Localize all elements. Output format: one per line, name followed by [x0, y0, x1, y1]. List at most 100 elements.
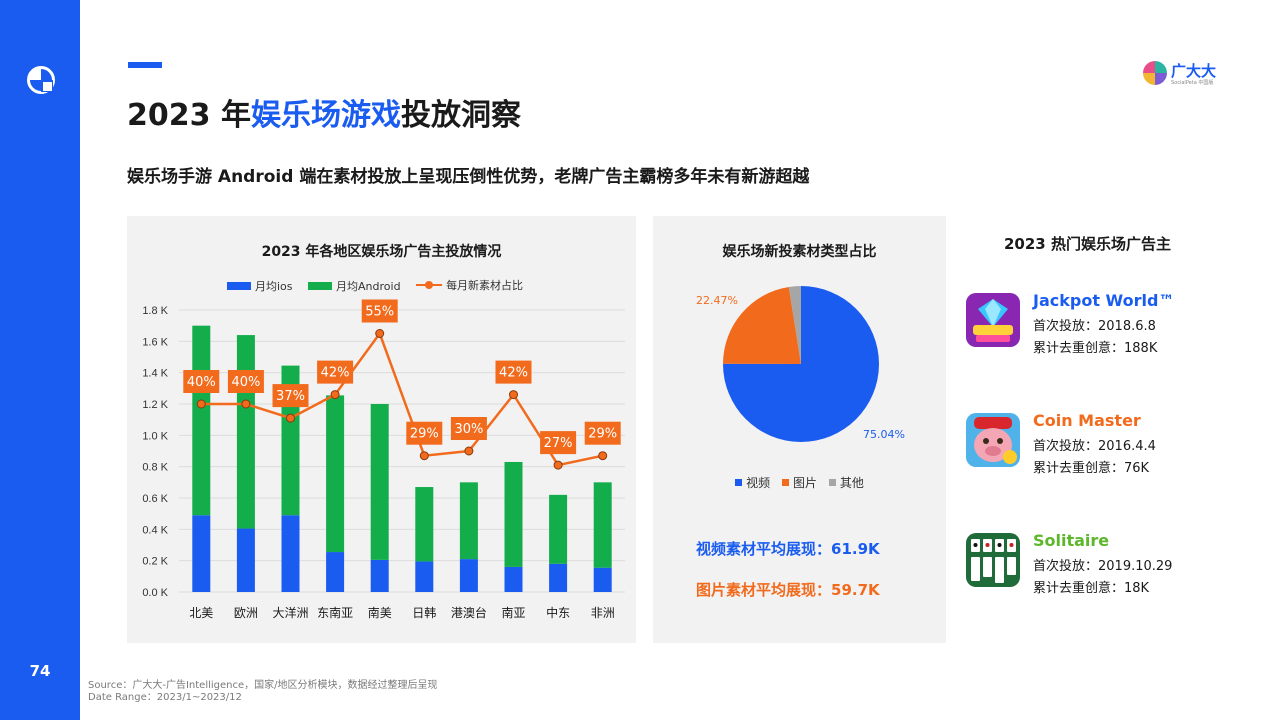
page-subtitle: 娱乐场手游 Android 端在素材投放上呈现压倒性优势，老牌广告主霸榜多年未有…	[127, 167, 810, 187]
video-avg-exposure: 视频素材平均展现：61.9K	[696, 540, 880, 558]
pie-slice	[723, 286, 801, 364]
pie-value-label: 75.04%	[863, 428, 905, 441]
page-title: 2023 年娱乐场游戏投放洞察	[127, 90, 521, 134]
legend-label-ios: 月均ios	[255, 280, 293, 293]
y-tick-label: 0.4 K	[142, 524, 168, 536]
brand-name: 广大大	[1171, 62, 1217, 80]
ratio-label-box	[406, 421, 443, 445]
advertiser-jackpot-world: Jackpot World™ 首次投放：2018.6.8 累计去重创意：188K	[966, 291, 1266, 356]
bar-ios	[415, 561, 434, 592]
ratio-label-box	[450, 417, 487, 440]
x-tick-label: 非洲	[591, 606, 615, 620]
pie-legend: 视频 图片 其他	[653, 474, 946, 491]
ratio-label-box	[495, 360, 532, 384]
x-tick-label: 北美	[189, 606, 213, 620]
bar-ios	[549, 563, 568, 592]
ratio-label-box	[272, 384, 309, 408]
ratio-point	[598, 451, 608, 461]
page-number: 74	[29, 662, 51, 680]
ratio-data-label: 42%	[499, 366, 528, 381]
ratio-point	[196, 399, 206, 409]
pie-value-label: 22.47%	[696, 294, 738, 307]
pie-slice	[788, 286, 801, 364]
x-tick-label: 港澳台	[451, 605, 487, 620]
ratio-point	[286, 413, 295, 423]
ratio-data-label: 40%	[231, 375, 260, 390]
logo-icon	[27, 66, 55, 94]
ratio-data-label: 40%	[187, 375, 216, 390]
legend-label-ratio: 每月新素材占比	[446, 279, 524, 292]
ratio-data-label: 42%	[321, 366, 350, 381]
y-tick-label: 0.2 K	[142, 556, 168, 568]
ratio-data-label: 37%	[276, 389, 305, 404]
y-tick-label: 0.6 K	[142, 493, 168, 505]
pie-legend-image: 图片	[781, 474, 817, 491]
x-tick-label: 南美	[368, 605, 392, 620]
x-tick-label: 欧洲	[234, 606, 258, 620]
region-chart-legend: 月均ios 月均Android 每月新素材占比	[227, 277, 535, 294]
pie-legend-other: 其他	[828, 474, 864, 491]
solitaire-icon	[966, 533, 1020, 587]
ratio-label-box	[227, 370, 264, 393]
source-line: Source：广大大-广告Intelligence，国家/地区分析模块，数据经过…	[88, 680, 438, 691]
advertiser-first-date: 首次投放：2019.10.29	[1033, 559, 1173, 574]
y-tick-label: 1.4 K	[142, 368, 168, 380]
region-chart-title: 2023 年各地区娱乐场广告主投放情况	[261, 244, 502, 260]
ratio-data-label: 55%	[365, 305, 394, 320]
ratio-label-box	[317, 360, 354, 384]
pie-chart-title: 娱乐场新投素材类型占比	[722, 244, 877, 260]
brand-subtext: SocialPeta 中国版	[1171, 80, 1214, 86]
x-tick-label: 东南亚	[317, 605, 353, 620]
bar-ios	[593, 567, 612, 592]
bar-android	[459, 482, 478, 560]
ratio-point	[375, 329, 385, 338]
bar-android	[549, 494, 568, 564]
region-bar-chart: 0.0 K 0.2 K 0.4 K 0.6 K 0.8 K 1.0 K 1.2 K 1.4 K…	[142, 299, 625, 620]
x-tick-label: 日韩	[412, 605, 436, 620]
advertiser-name: Solitaire	[1033, 531, 1110, 550]
bar-ios	[504, 566, 523, 592]
ratio-point	[330, 390, 340, 400]
ratio-line	[201, 330, 603, 467]
date-range-line: Date Range：2023/1~2023/12	[88, 692, 242, 703]
advertiser-total-creatives: 累计去重创意：188K	[1033, 341, 1158, 356]
advertiser-first-date: 首次投放：2016.4.4	[1033, 439, 1156, 454]
advertiser-name: Jackpot World™	[1033, 291, 1175, 310]
brand-mark-icon	[1143, 61, 1167, 85]
advertisers-title: 2023 热门娱乐场广告主	[1004, 235, 1171, 253]
ratio-data-label: 27%	[544, 436, 573, 451]
bar-android	[370, 404, 389, 560]
y-tick-label: 1.6 K	[142, 336, 168, 348]
legend-item-ios: 月均ios	[227, 278, 293, 294]
bar-android	[326, 395, 345, 553]
coin-master-icon	[966, 413, 1020, 467]
y-tick-label: 0.0 K	[142, 587, 168, 599]
x-tick-label: 大洋洲	[272, 605, 308, 620]
bar-ios	[192, 515, 211, 592]
title-highlight: 娱乐场游戏	[250, 98, 401, 133]
ratio-point	[509, 390, 518, 400]
ratio-label-box	[540, 431, 577, 455]
advertiser-name: Coin Master	[1033, 411, 1141, 430]
ratio-label-box	[584, 421, 621, 445]
advertiser-first-date: 首次投放：2018.6.8	[1033, 319, 1156, 334]
ratio-label-box	[183, 370, 220, 393]
ratio-point	[553, 460, 563, 470]
image-avg-exposure: 图片素材平均展现：59.7K	[696, 581, 880, 599]
title-suffix: 投放洞察	[400, 98, 521, 133]
bar-ios	[370, 559, 389, 592]
ratio-data-label: 30%	[454, 422, 483, 437]
bar-ios	[326, 552, 345, 592]
ratio-label-box	[361, 299, 398, 323]
title-prefix: 2023 年	[127, 98, 251, 133]
ratio-data-label: 29%	[410, 427, 439, 442]
bar-ios	[236, 528, 255, 592]
legend-item-ratio: 每月新素材占比	[416, 277, 523, 293]
x-tick-label: 中东	[546, 605, 570, 620]
y-tick-label: 1.8 K	[142, 305, 168, 317]
advertiser-coin-master: Coin Master 首次投放：2016.4.4 累计去重创意：76K	[966, 411, 1266, 476]
advertiser-solitaire: Solitaire 首次投放：2019.10.29 累计去重创意：18K	[966, 531, 1266, 596]
source-note: Source：广大大-广告Intelligence，国家/地区分析模块，数据经过…	[88, 680, 438, 704]
legend-item-android: 月均Android	[308, 278, 401, 294]
jackpot-world-icon	[966, 293, 1020, 347]
